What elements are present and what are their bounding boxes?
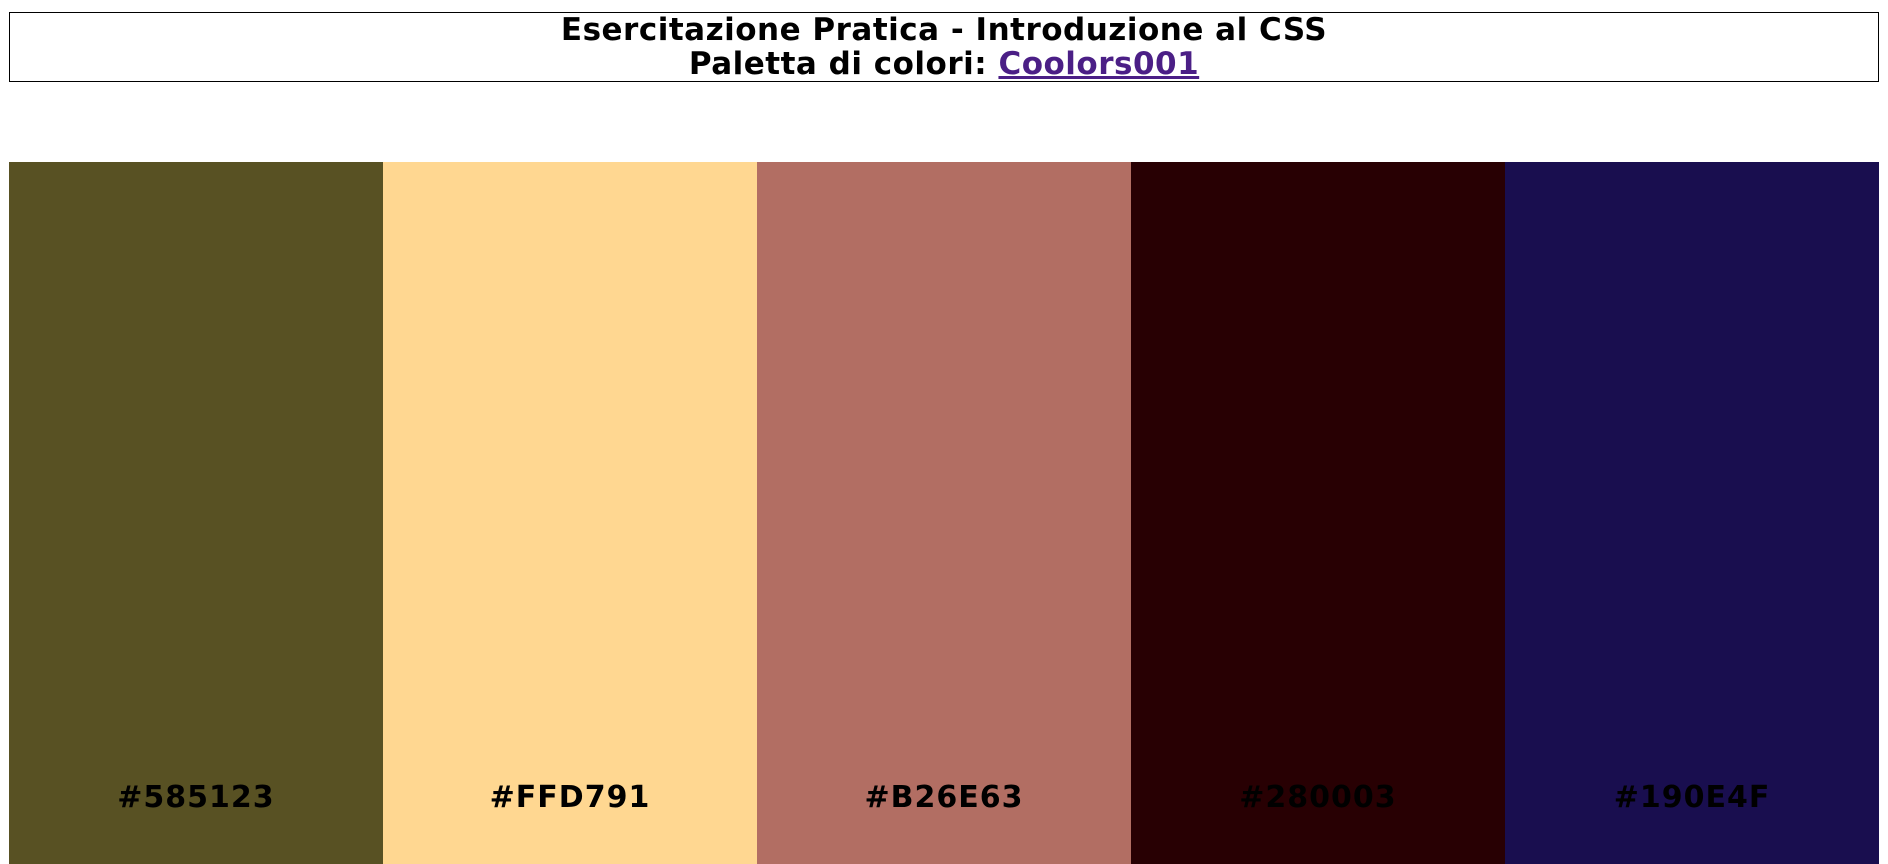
- swatch-hex-label: #280003: [1239, 780, 1397, 815]
- color-swatch-1: #585123: [9, 162, 383, 864]
- swatch-hex-label: #585123: [117, 780, 275, 815]
- page-header: Esercitazione Pratica - Introduzione al …: [9, 12, 1879, 82]
- palette-link[interactable]: Coolors001: [998, 46, 1200, 82]
- palette-subtitle-prefix: Paletta di colori:: [688, 46, 988, 82]
- swatch-hex-label: #B26E63: [864, 780, 1024, 815]
- color-swatch-4: #280003: [1131, 162, 1505, 864]
- color-swatch-3: #B26E63: [757, 162, 1131, 864]
- swatch-hex-label: #190E4F: [1613, 780, 1771, 815]
- color-swatch-2: #FFD791: [383, 162, 757, 864]
- color-swatch-5: #190E4F: [1505, 162, 1879, 864]
- swatch-hex-label: #FFD791: [489, 780, 651, 815]
- color-palette: #585123 #FFD791 #B26E63 #280003 #190E4F: [9, 162, 1879, 864]
- page-title: Esercitazione Pratica - Introduzione al …: [560, 12, 1328, 48]
- palette-subtitle: Paletta di colori: Coolors001: [10, 47, 1878, 81]
